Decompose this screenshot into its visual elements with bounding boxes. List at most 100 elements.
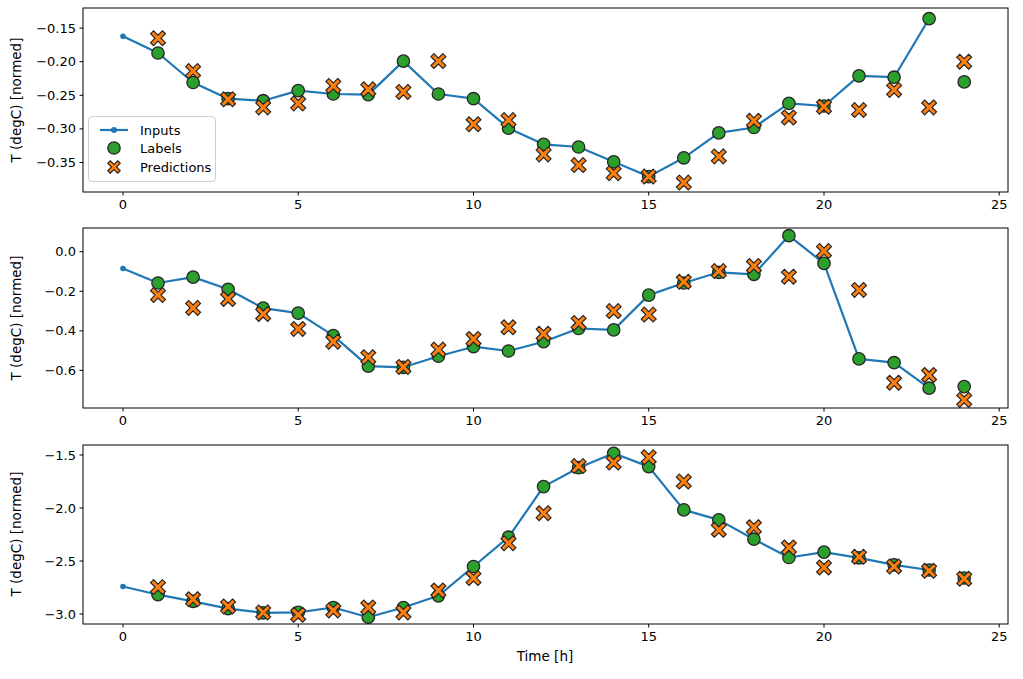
prediction-marker — [952, 50, 976, 74]
y-tick-label: −0.20 — [36, 54, 76, 69]
prediction-marker — [707, 259, 731, 283]
y-tick-label: −0.25 — [36, 88, 76, 103]
prediction-marker — [637, 303, 661, 327]
x-tick-label: 10 — [465, 197, 482, 212]
legend-label-inputs: Inputs — [140, 124, 180, 137]
x-tick-label: 20 — [816, 629, 833, 644]
x-tick-label: 15 — [640, 629, 657, 644]
legend-item-inputs: Inputs — [98, 123, 207, 137]
prediction-marker — [777, 265, 801, 289]
label-marker — [888, 71, 900, 83]
y-tick-label: −0.4 — [44, 323, 76, 338]
y-tick-label: −2.0 — [44, 501, 76, 516]
label-marker — [853, 353, 865, 365]
label-marker — [783, 97, 795, 109]
y-tick-label: −1.5 — [44, 448, 76, 463]
label-marker — [958, 380, 970, 392]
label-marker — [292, 307, 304, 319]
y-tick-label: −3.0 — [44, 607, 76, 622]
input-point-marker — [120, 266, 126, 272]
label-marker — [397, 55, 409, 67]
prediction-marker — [917, 559, 941, 583]
input-point-marker — [120, 33, 126, 39]
x-tick-label: 15 — [640, 413, 657, 428]
legend-item-labels: Labels — [98, 140, 207, 156]
x-tick-label: 0 — [119, 629, 127, 644]
x-tick-label: 25 — [991, 629, 1008, 644]
legend-item-predictions: Predictions — [98, 159, 207, 175]
label-marker — [608, 324, 620, 336]
label-marker — [888, 357, 900, 369]
prediction-marker — [181, 296, 205, 320]
input-point-marker — [120, 584, 126, 590]
label-marker — [572, 141, 584, 153]
label-marker — [923, 382, 935, 394]
label-marker — [643, 289, 655, 301]
y-tick-label: −0.30 — [36, 121, 76, 136]
chart-svg: 0510152025−0.15−0.20−0.25−0.30−0.3505101… — [0, 0, 1023, 679]
label-marker — [923, 13, 935, 25]
label-marker — [818, 546, 830, 558]
subplot-2: 05101520250.0−0.2−0.4−0.6 — [44, 228, 1008, 428]
legend: Inputs Labels Predictions — [88, 116, 216, 182]
x-tick-label: 5 — [294, 629, 302, 644]
prediction-marker — [707, 145, 731, 169]
y-tick-label: −2.5 — [44, 554, 76, 569]
x-tick-label: 10 — [465, 629, 482, 644]
prediction-marker — [602, 299, 626, 323]
x-tick-label: 15 — [640, 197, 657, 212]
label-marker — [678, 504, 690, 516]
label-marker — [678, 152, 690, 164]
prediction-marker — [917, 96, 941, 120]
axes-spines — [83, 228, 1008, 408]
prediction-marker — [672, 470, 696, 494]
y-axis-label-subplot-2: T (degC) [normed] — [8, 256, 24, 381]
prediction-marker — [532, 501, 556, 525]
x-tick-label: 20 — [816, 413, 833, 428]
y-tick-label: −0.15 — [36, 21, 76, 36]
x-tick-label: 0 — [119, 413, 127, 428]
figure: 0510152025−0.15−0.20−0.25−0.30−0.3505101… — [0, 0, 1023, 679]
x-tick-label: 0 — [119, 197, 127, 212]
prediction-marker — [462, 112, 486, 136]
prediction-marker — [567, 153, 591, 177]
prediction-marker — [847, 98, 871, 122]
prediction-marker — [392, 80, 416, 104]
legend-x-marker-icon — [98, 159, 129, 175]
legend-circle-marker-icon — [98, 140, 129, 156]
label-marker — [537, 480, 549, 492]
y-axis-label-subplot-1: T (degC) [normed] — [8, 38, 24, 163]
label-marker — [853, 70, 865, 82]
legend-line-dot-marker-icon — [98, 123, 129, 137]
prediction-marker — [286, 317, 310, 341]
inputs-line — [123, 453, 929, 617]
label-marker — [187, 271, 199, 283]
label-marker — [467, 93, 479, 105]
x-tick-label: 20 — [816, 197, 833, 212]
prediction-marker — [672, 270, 696, 294]
axes-spines — [83, 445, 1008, 624]
prediction-marker — [672, 171, 696, 195]
x-tick-label: 25 — [991, 413, 1008, 428]
y-tick-label: 0.0 — [55, 244, 76, 259]
x-tick-label: 10 — [465, 413, 482, 428]
y-tick-label: −0.35 — [36, 155, 76, 170]
legend-label-predictions: Predictions — [140, 161, 211, 174]
x-tick-label: 5 — [294, 197, 302, 212]
prediction-marker — [812, 556, 836, 580]
prediction-marker — [427, 49, 451, 73]
label-marker — [502, 345, 514, 357]
y-tick-label: −0.2 — [44, 284, 76, 299]
subplot-3: 0 5 10 15 20 25 −1.5 −2.0 −2.5 −3.0 — [44, 445, 1008, 644]
inputs-line — [123, 236, 929, 389]
label-marker — [783, 230, 795, 242]
label-marker — [958, 76, 970, 88]
legend-label-labels: Labels — [140, 142, 182, 155]
prediction-marker — [882, 371, 906, 395]
inputs-line — [123, 19, 929, 177]
label-marker — [713, 127, 725, 139]
y-axis-label-subplot-3: T (degC) [normed] — [8, 472, 24, 597]
prediction-marker — [637, 165, 661, 189]
label-marker — [152, 47, 164, 59]
prediction-marker — [497, 315, 521, 339]
